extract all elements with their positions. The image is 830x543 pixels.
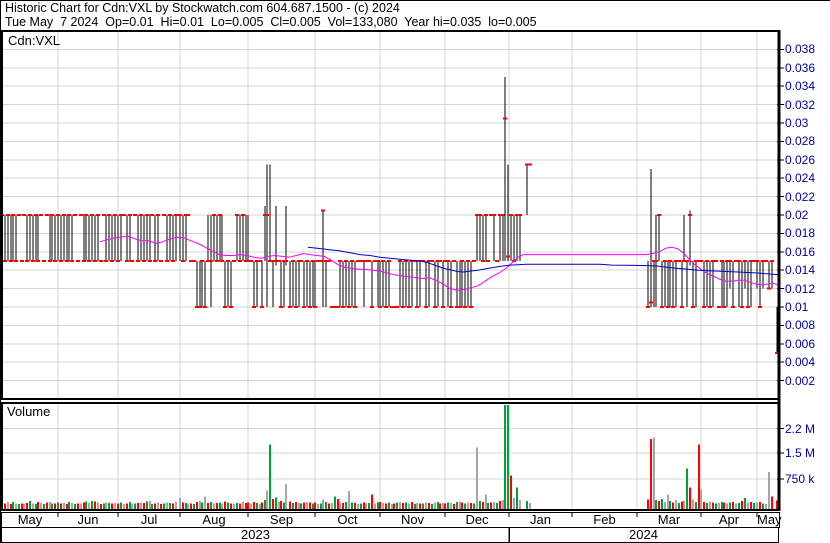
price-tick-label: 0.01 <box>785 300 809 314</box>
chart-title: Historic Chart for Cdn:VXL by Stockwatch… <box>5 1 400 15</box>
price-tick-label: 0.008 <box>785 318 816 332</box>
month-label: Apr <box>718 512 740 527</box>
volume-tick-label: 1.5 M <box>785 446 816 460</box>
price-tick-label: 0.036 <box>785 61 816 75</box>
price-tick-label: 0.02 <box>785 208 809 222</box>
price-gridlines <box>2 48 784 382</box>
ma-slow-line <box>307 246 780 276</box>
price-bars <box>0 77 779 354</box>
price-tick-label: 0.018 <box>785 226 816 240</box>
quote-summary: Tue May 7 2024 Op=0.01 Hi=0.01 Lo=0.005 … <box>5 15 537 29</box>
ma-fast-line <box>99 235 780 291</box>
price-tick-label: 0.024 <box>785 171 816 185</box>
month-label: Nov <box>400 512 425 527</box>
price-tick-label: 0.026 <box>785 153 816 167</box>
volume-pane-label: Volume <box>7 404 51 419</box>
month-label: Oct <box>337 512 358 527</box>
price-tick-label: 0.004 <box>785 355 816 369</box>
month-label: Jul <box>140 512 158 527</box>
month-label: Mar <box>657 512 681 527</box>
month-label: Jan <box>530 512 551 527</box>
month-label: May <box>757 512 782 527</box>
price-tick-label: 0.028 <box>785 134 816 148</box>
month-label: Dec <box>465 512 489 527</box>
price-tick-label: 0.03 <box>785 116 809 130</box>
price-tick-label: 0.006 <box>785 337 816 351</box>
price-tick-label: 0.022 <box>785 190 816 204</box>
month-label: Sep <box>269 512 294 527</box>
price-tick-label: 0.032 <box>785 98 816 112</box>
price-tick-label: 0.016 <box>785 245 816 259</box>
volume-tick-label: 750 k <box>785 472 815 486</box>
month-label: Aug <box>202 512 226 527</box>
symbol-label: Cdn:VXL <box>8 33 61 48</box>
year-label: 2023 <box>241 527 270 542</box>
volume-bars <box>1 405 778 509</box>
month-label: Feb <box>593 512 616 527</box>
price-tick-label: 0.014 <box>785 263 816 277</box>
month-label: Jun <box>77 512 99 527</box>
price-tick-label: 0.038 <box>785 42 816 56</box>
year-label: 2024 <box>629 527 658 542</box>
volume-gridlines <box>2 428 784 480</box>
price-tick-label: 0.002 <box>785 374 816 388</box>
price-tick-label: 0.034 <box>785 79 816 93</box>
month-label: May <box>17 512 43 527</box>
volume-tick-label: 2.2 M <box>785 422 816 436</box>
price-tick-label: 0.012 <box>785 282 816 296</box>
